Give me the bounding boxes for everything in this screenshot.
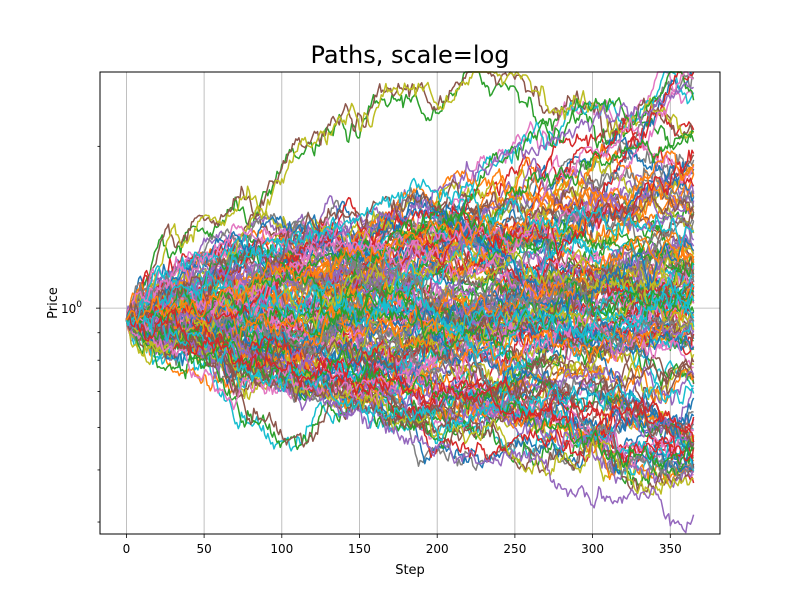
price-path-highlighted — [125, 305, 695, 442]
price-path-highlighted — [125, 309, 695, 443]
price-path — [125, 284, 695, 451]
price-path-highlighted — [125, 306, 695, 534]
x-tick-label: 100 — [270, 542, 293, 556]
x-tick-label: 150 — [348, 542, 371, 556]
price-path — [126, 302, 695, 461]
price-path — [125, 263, 695, 376]
x-tick-label: 50 — [196, 542, 211, 556]
x-tick-label: 0 — [123, 542, 131, 556]
price-path — [125, 296, 694, 481]
x-axis-label: Step — [395, 563, 425, 578]
price-path — [125, 244, 695, 381]
plot-area-frame — [99, 71, 721, 535]
price-path-highlighted — [126, 129, 694, 324]
price-path-highlighted — [125, 150, 695, 324]
price-path-highlighted — [125, 81, 695, 326]
y-tick-base: 10 — [61, 302, 76, 316]
price-path — [125, 189, 695, 323]
price-path-highlighted — [125, 307, 695, 430]
price-path — [126, 71, 695, 322]
price-path — [125, 71, 694, 324]
x-tick-label: 350 — [659, 542, 682, 556]
price-path — [125, 261, 695, 370]
price-path — [125, 220, 695, 348]
y-tick-exponent: 0 — [76, 300, 82, 310]
price-path — [125, 189, 695, 324]
series-layer — [125, 71, 695, 534]
y-tick-label: 100 — [61, 300, 82, 316]
x-tick-label: 200 — [426, 542, 449, 556]
price-path-highlighted — [125, 178, 695, 321]
price-path — [125, 71, 695, 321]
y-axis: 100 — [61, 145, 100, 523]
price-path — [125, 278, 695, 463]
price-path-highlighted — [125, 177, 695, 329]
x-tick-label: 250 — [503, 542, 526, 556]
chart-title: Paths, scale=log — [310, 41, 509, 69]
x-axis: 0 50 100 150 200 250 300 350 — [123, 534, 682, 556]
y-axis-label: Price — [46, 287, 61, 319]
x-tick-label: 300 — [581, 542, 604, 556]
price-path — [126, 161, 695, 325]
